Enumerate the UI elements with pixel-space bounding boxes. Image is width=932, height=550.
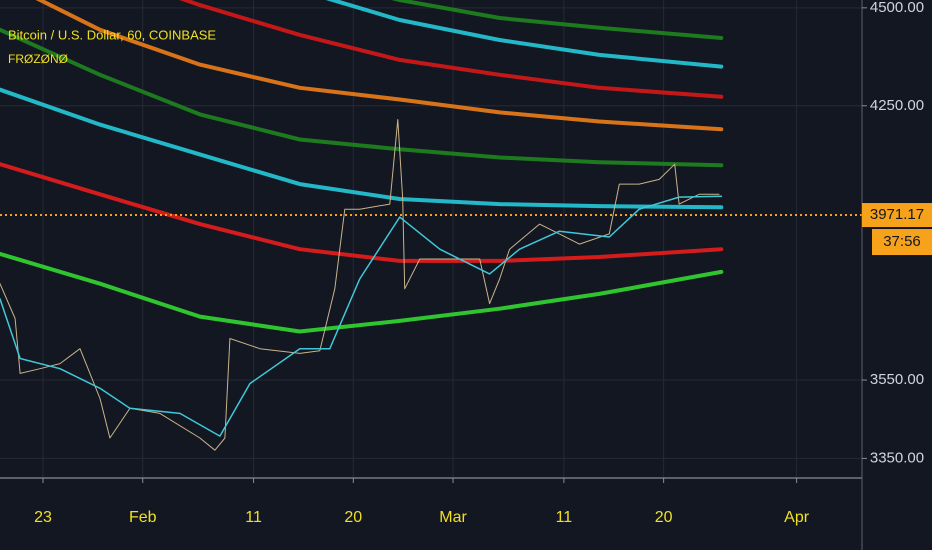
x-tick-label: Mar bbox=[439, 509, 467, 526]
x-tick-label: 11 bbox=[556, 509, 573, 526]
line-series bbox=[35, 0, 724, 132]
line-series bbox=[391, 0, 724, 40]
line-series bbox=[0, 195, 723, 437]
axes: 3350.00 3550.00 4250.00 4500.00 23 Feb 11 20 Mar… bbox=[34, 0, 932, 526]
x-tick-label: Apr bbox=[784, 509, 810, 526]
x-tick-label: 11 bbox=[245, 509, 262, 526]
last-price-box bbox=[862, 203, 932, 228]
line-series bbox=[0, 119, 720, 451]
indicator-name: FRØZØNØ bbox=[8, 52, 68, 66]
line-series bbox=[179, 0, 724, 99]
y-tick-label: 3550.00 bbox=[870, 371, 924, 388]
line-series bbox=[325, 0, 724, 69]
countdown-box bbox=[872, 229, 932, 256]
line-series bbox=[0, 27, 724, 168]
x-tick-label: 20 bbox=[655, 509, 673, 526]
plot-area bbox=[0, 0, 862, 451]
x-tick-label: 20 bbox=[344, 509, 362, 526]
line-series bbox=[0, 251, 724, 334]
y-tick-label: 3350.00 bbox=[870, 449, 924, 466]
x-tick-label: 23 bbox=[34, 509, 52, 526]
grid bbox=[0, 0, 862, 478]
chart-title: Bitcoin / U.S. Dollar, 60, COINBASE bbox=[8, 27, 216, 42]
y-tick-label: 4250.00 bbox=[870, 97, 924, 114]
y-tick-label: 4500.00 bbox=[870, 0, 924, 16]
last-price-label: 3971.17 bbox=[870, 206, 924, 223]
line-series bbox=[0, 87, 724, 210]
line-series bbox=[0, 162, 724, 263]
countdown-label: 37:56 bbox=[883, 233, 921, 250]
x-tick-label: Feb bbox=[129, 509, 157, 526]
